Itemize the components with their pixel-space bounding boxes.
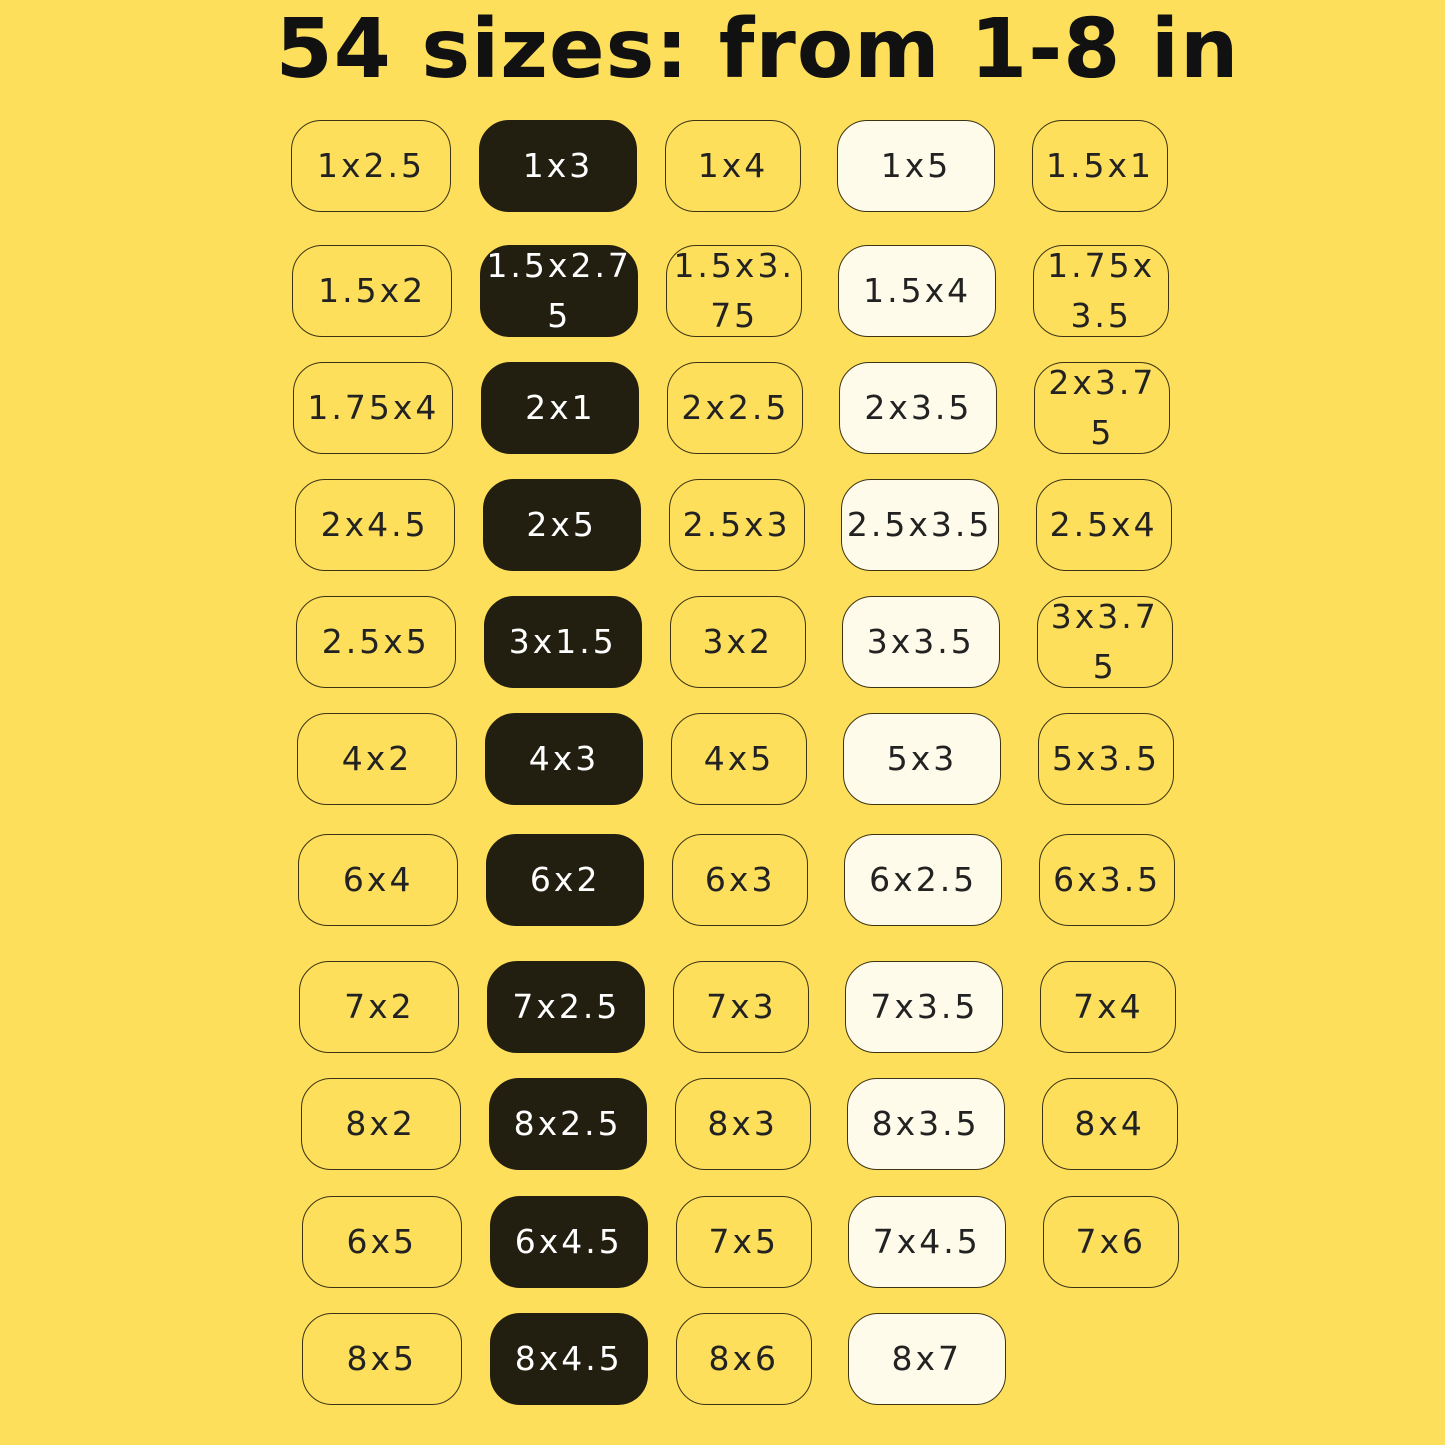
size-option-7x2_5[interactable]: 7x2.5 [487,961,646,1053]
size-option-7x5[interactable]: 7x5 [675,1196,812,1288]
size-option-8x2_5[interactable]: 8x2.5 [488,1078,647,1170]
size-option-7x2[interactable]: 7x2 [299,961,460,1053]
size-option-2_5x3_5[interactable]: 2.5x3.5 [840,479,999,571]
size-option-1x4[interactable]: 1x4 [665,120,801,212]
size-option-6x3[interactable]: 6x3 [672,834,809,926]
size-option-2_5x3[interactable]: 2.5x3 [668,479,805,571]
size-option-8x6[interactable]: 8x6 [675,1313,812,1405]
size-option-8x3_5[interactable]: 8x3.5 [846,1078,1005,1170]
size-option-4x5[interactable]: 4x5 [671,713,807,805]
size-option-2x1[interactable]: 2x1 [481,362,640,454]
size-option-5x3_5[interactable]: 5x3.5 [1038,713,1174,805]
size-option-1_75x3_5[interactable]: 1.75x3.5 [1033,245,1170,337]
size-option-2x4_5[interactable]: 2x4.5 [294,479,455,571]
size-option-4x3[interactable]: 4x3 [485,713,643,805]
size-option-8x2[interactable]: 8x2 [300,1078,461,1170]
size-option-4x2[interactable]: 4x2 [297,713,457,805]
size-option-1_5x4[interactable]: 1.5x4 [838,245,997,337]
size-option-1_5x1[interactable]: 1.5x1 [1032,120,1168,212]
size-option-8x4_5[interactable]: 8x4.5 [489,1313,648,1405]
size-option-6x5[interactable]: 6x5 [301,1196,462,1288]
size-option-1x2_5[interactable]: 1x2.5 [291,120,451,212]
size-option-6x4_5[interactable]: 6x4.5 [489,1196,648,1288]
size-option-7x3_5[interactable]: 7x3.5 [845,961,1004,1053]
size-option-3x1_5[interactable]: 3x1.5 [483,596,642,688]
size-option-7x4[interactable]: 7x4 [1040,961,1177,1053]
size-option-8x4[interactable]: 8x4 [1041,1078,1178,1170]
size-option-1_75x4[interactable]: 1.75x4 [293,362,454,454]
size-option-1_5x2[interactable]: 1.5x2 [292,245,453,337]
size-option-6x2_5[interactable]: 6x2.5 [844,834,1003,926]
size-option-8x7[interactable]: 8x7 [847,1313,1006,1405]
size-option-8x5[interactable]: 8x5 [301,1313,462,1405]
size-option-2x3_75[interactable]: 2x3.75 [1034,362,1171,454]
size-option-3x2[interactable]: 3x2 [669,596,806,688]
size-option-7x4_5[interactable]: 7x4.5 [847,1196,1006,1288]
size-option-2_5x4[interactable]: 2.5x4 [1035,479,1172,571]
size-option-6x2[interactable]: 6x2 [486,834,645,926]
page-title: 54 sizes: from 1-8 in [275,2,1240,97]
size-option-2x5[interactable]: 2x5 [482,479,641,571]
size-option-1_5x2_75[interactable]: 1.5x2.75 [480,245,639,337]
size-option-6x3_5[interactable]: 6x3.5 [1039,834,1176,926]
size-option-7x3[interactable]: 7x3 [673,961,810,1053]
size-option-8x3[interactable]: 8x3 [674,1078,811,1170]
size-option-1_5x3_75[interactable]: 1.5x3.75 [666,245,803,337]
size-option-6x4[interactable]: 6x4 [298,834,459,926]
size-option-1x3[interactable]: 1x3 [479,120,637,212]
size-option-7x6[interactable]: 7x6 [1042,1196,1179,1288]
size-option-3x3_75[interactable]: 3x3.75 [1036,596,1173,688]
size-option-2_5x5[interactable]: 2.5x5 [295,596,456,688]
size-option-2x3_5[interactable]: 2x3.5 [839,362,998,454]
size-option-1x5[interactable]: 1x5 [837,120,995,212]
size-option-5x3[interactable]: 5x3 [843,713,1001,805]
size-option-3x3_5[interactable]: 3x3.5 [841,596,1000,688]
size-option-2x2_5[interactable]: 2x2.5 [667,362,804,454]
